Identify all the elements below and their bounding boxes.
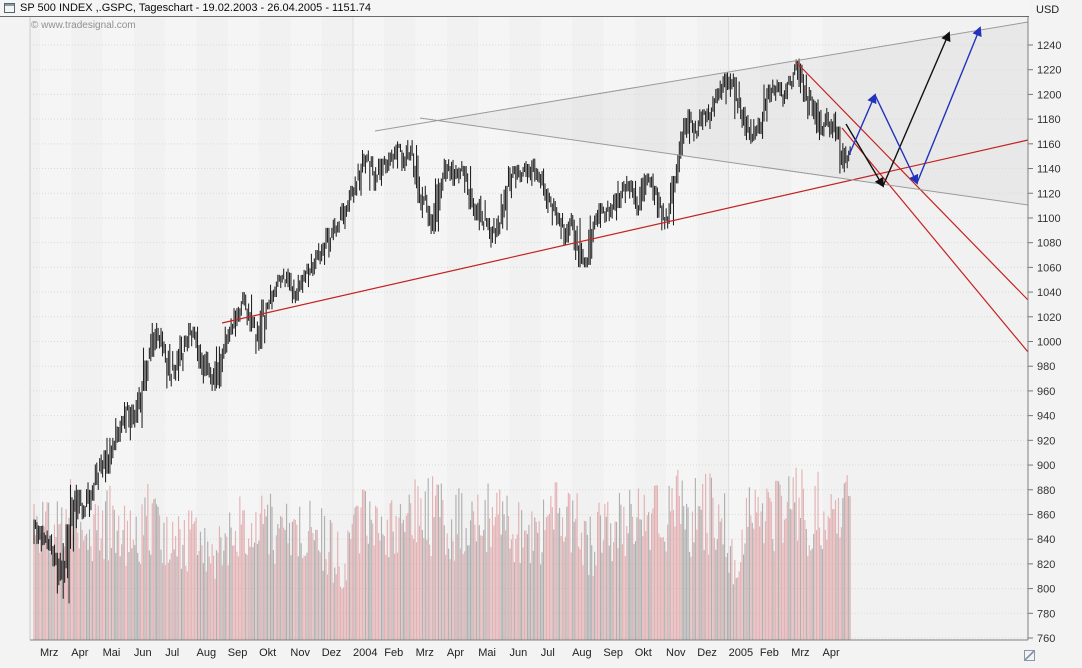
y-axis-label: 980 <box>1037 361 1055 373</box>
x-axis-label: Apr <box>71 647 88 659</box>
y-axis-label: 1140 <box>1037 164 1061 176</box>
x-axis-label: Mai <box>478 647 496 659</box>
y-axis-label: 960 <box>1037 386 1055 398</box>
price-series <box>33 58 851 604</box>
y-axis-label: 1120 <box>1037 188 1061 200</box>
black-rally-arrow <box>882 31 951 187</box>
y-axis-label: 1080 <box>1037 238 1061 250</box>
y-axis-label: 1240 <box>1037 40 1061 52</box>
x-axis-label: Jun <box>510 647 528 659</box>
blue-retest-arrow <box>874 94 919 185</box>
x-axis-label: Apr <box>823 647 840 659</box>
y-axis-label: 1100 <box>1037 213 1061 225</box>
y-axis-label: 940 <box>1037 411 1055 423</box>
x-axis-label: Dez <box>697 647 717 659</box>
x-axis-label: Mrz <box>791 647 809 659</box>
x-axis-label: Aug <box>197 647 217 659</box>
chart-title: SP 500 INDEX ,.GSPC, Tageschart - 19.02.… <box>20 2 372 14</box>
currency-label: USD <box>1036 4 1060 16</box>
x-axis: Mrz Apr Mai Jun Jul Aug Sep Okt Nov Dez 2004 Feb Mrz… <box>40 647 840 659</box>
black-pullback-arrow <box>845 123 885 188</box>
x-axis-label: Feb <box>760 647 779 659</box>
downtrend-lower <box>841 127 1029 353</box>
x-axis-label: Feb <box>384 647 403 659</box>
x-axis-label: 2005 <box>729 647 753 659</box>
x-axis-label: Jul <box>165 647 179 659</box>
x-axis-label: 2004 <box>353 647 377 659</box>
y-axis-label: 820 <box>1037 559 1055 571</box>
copyright-label: © www.tradesignal.com <box>31 20 136 31</box>
x-axis-label: Sep <box>603 647 623 659</box>
blue-rally-arrow <box>916 26 982 184</box>
x-axis-label: Dez <box>322 647 342 659</box>
x-axis-label: Okt <box>635 647 652 659</box>
x-axis-label: Mrz <box>416 647 434 659</box>
x-axis-label: Okt <box>259 647 276 659</box>
y-axis: 760 780 800 820 840 860 880 900 920 940 960 980 1000… <box>1028 40 1061 645</box>
y-axis-label: 840 <box>1037 534 1055 546</box>
title-bar[interactable]: SP 500 INDEX ,.GSPC, Tageschart - 19.02.… <box>0 0 1029 17</box>
broadening-upper <box>374 21 1029 132</box>
broadening-shade <box>437 22 1028 205</box>
uptrend-support <box>221 139 1029 324</box>
y-axis-label: 800 <box>1037 584 1055 596</box>
y-axis-label: 1200 <box>1037 89 1061 101</box>
volume-bars <box>33 467 851 640</box>
x-axis-label: Mrz <box>40 647 58 659</box>
y-axis-label: 880 <box>1037 485 1055 497</box>
y-axis-label: 900 <box>1037 460 1055 472</box>
y-axis-label: 920 <box>1037 435 1055 447</box>
y-axis-label: 1000 <box>1037 337 1061 349</box>
x-axis-label: Jul <box>541 647 555 659</box>
x-axis-label: Nov <box>666 647 686 659</box>
y-axis-label: 760 <box>1037 633 1055 645</box>
window-icon <box>4 3 15 13</box>
y-axis-label: 1160 <box>1037 139 1061 151</box>
blue-bounce-arrow <box>848 93 877 156</box>
y-axis-label: 1060 <box>1037 262 1061 274</box>
x-axis-label: Aug <box>572 647 592 659</box>
x-axis-label: Sep <box>228 647 248 659</box>
y-axis-label: 1020 <box>1037 312 1061 324</box>
projection-arrows[interactable] <box>845 26 982 188</box>
y-axis-label: 1040 <box>1037 287 1061 299</box>
axes <box>29 17 1029 641</box>
y-axis-label: 860 <box>1037 509 1055 521</box>
y-axis-label: 1220 <box>1037 65 1061 77</box>
x-axis-label: Nov <box>290 647 310 659</box>
x-axis-label: Jun <box>134 647 152 659</box>
y-axis-label: 1180 <box>1037 114 1061 126</box>
broadening-lower <box>419 117 1029 206</box>
x-axis-label: Apr <box>447 647 464 659</box>
y-axis-label: 780 <box>1037 608 1055 620</box>
x-axis-label: Mai <box>103 647 121 659</box>
resize-handle-icon[interactable] <box>1024 650 1035 661</box>
